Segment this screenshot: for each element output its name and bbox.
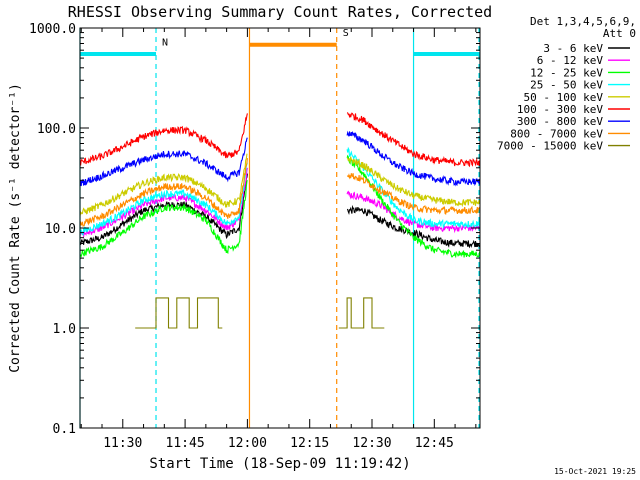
x-tick-label: 12:45 bbox=[415, 436, 454, 451]
y-tick-label: 100.0 bbox=[37, 122, 76, 137]
x-tick-label: 11:30 bbox=[103, 436, 142, 451]
series-line-5-segment-2 bbox=[346, 112, 481, 168]
legend-label: 300 - 800 keV bbox=[517, 115, 603, 128]
series-line-7-segment-1 bbox=[79, 158, 248, 227]
series-line-0-segment-1 bbox=[79, 173, 248, 245]
x-tick-label: 12:00 bbox=[228, 436, 267, 451]
legend-label: 100 - 300 keV bbox=[517, 103, 603, 116]
y-tick-label: 0.1 bbox=[53, 422, 76, 437]
series-line-1-segment-1 bbox=[79, 167, 248, 237]
legend-label: 50 - 100 keV bbox=[524, 91, 604, 104]
x-axis-label: Start Time (18-Sep-09 11:19:42) bbox=[149, 456, 410, 472]
series-line-6-segment-1 bbox=[79, 137, 248, 187]
legend-header-attenuator: Att 0 bbox=[603, 27, 636, 40]
y-tick-label: 1.0 bbox=[53, 322, 76, 337]
plot-area: NS bbox=[79, 28, 481, 428]
x-tick-label: 12:15 bbox=[290, 436, 329, 451]
series-line-5-segment-1 bbox=[79, 113, 248, 166]
legend-label: 3 - 6 keV bbox=[543, 42, 603, 55]
series-line-7-segment-2 bbox=[346, 173, 481, 215]
timestamp: 15-Oct-2021 19:25 bbox=[554, 467, 636, 476]
series-line-6-segment-2 bbox=[346, 130, 481, 187]
legend-label: 7000 - 15000 keV bbox=[497, 140, 603, 153]
x-tick-label: 11:45 bbox=[166, 436, 205, 451]
y-axis-label: Corrected Count Rate (s⁻¹ detector⁻¹) bbox=[8, 83, 23, 373]
series-line-2-segment-2 bbox=[346, 154, 481, 259]
series-line-3-segment-2 bbox=[346, 146, 481, 229]
series-line-8-segment-1 bbox=[135, 297, 223, 329]
series-line-0-segment-2 bbox=[347, 204, 481, 249]
flag-label-2: S bbox=[343, 28, 349, 39]
axes: 1000.0 100.0 10.0 1.0 0.1 11:30 11:45 12:00 12:1… bbox=[29, 22, 481, 451]
series-line-3-segment-1 bbox=[79, 162, 248, 236]
y-tick-label: 10.0 bbox=[45, 222, 76, 237]
legend-label: 12 - 25 keV bbox=[530, 66, 603, 79]
legend-label: 800 - 7000 keV bbox=[510, 127, 603, 140]
series-line-4-segment-2 bbox=[346, 156, 481, 208]
series-line-4-segment-1 bbox=[79, 153, 248, 216]
series-line-2-segment-1 bbox=[79, 180, 248, 258]
legend-label: 25 - 50 keV bbox=[530, 79, 603, 92]
x-tick-label: 12:30 bbox=[352, 436, 391, 451]
y-tick-label: 1000.0 bbox=[29, 22, 76, 37]
legend-header-detectors: Det 1,3,4,5,6,9, bbox=[530, 15, 636, 28]
chart-title: RHESSI Observing Summary Count Rates, Co… bbox=[68, 3, 492, 21]
legend-label: 6 - 12 keV bbox=[537, 54, 604, 67]
flag-label-0: N bbox=[162, 37, 168, 48]
series-line-8-segment-2 bbox=[338, 297, 385, 329]
